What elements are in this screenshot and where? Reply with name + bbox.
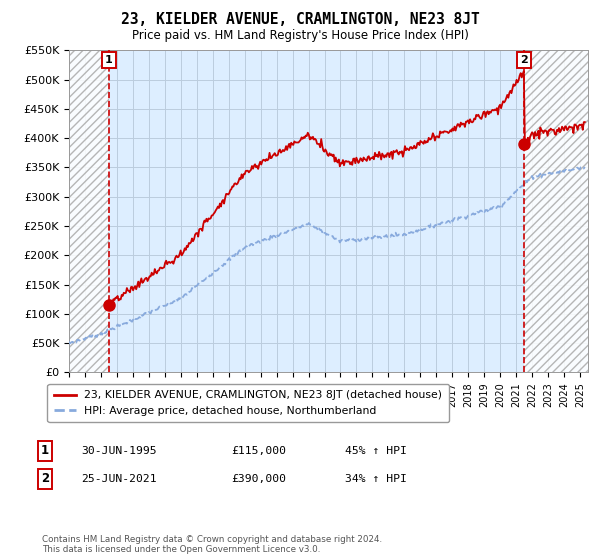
- Text: £115,000: £115,000: [231, 446, 286, 456]
- Text: 30-JUN-1995: 30-JUN-1995: [81, 446, 157, 456]
- Text: Price paid vs. HM Land Registry's House Price Index (HPI): Price paid vs. HM Land Registry's House …: [131, 29, 469, 42]
- Text: 34% ↑ HPI: 34% ↑ HPI: [345, 474, 407, 484]
- Text: 2: 2: [520, 55, 528, 65]
- Bar: [524, 50, 588, 372]
- Legend: 23, KIELDER AVENUE, CRAMLINGTON, NE23 8JT (detached house), HPI: Average price, : 23, KIELDER AVENUE, CRAMLINGTON, NE23 8J…: [47, 384, 449, 422]
- Text: Contains HM Land Registry data © Crown copyright and database right 2024.
This d: Contains HM Land Registry data © Crown c…: [42, 535, 382, 554]
- Text: 1: 1: [105, 55, 113, 65]
- Text: £390,000: £390,000: [231, 474, 286, 484]
- Text: 2: 2: [41, 472, 49, 486]
- Text: 1: 1: [41, 444, 49, 458]
- Text: 45% ↑ HPI: 45% ↑ HPI: [345, 446, 407, 456]
- Bar: [69, 50, 109, 372]
- Text: 23, KIELDER AVENUE, CRAMLINGTON, NE23 8JT: 23, KIELDER AVENUE, CRAMLINGTON, NE23 8J…: [121, 12, 479, 27]
- Text: 25-JUN-2021: 25-JUN-2021: [81, 474, 157, 484]
